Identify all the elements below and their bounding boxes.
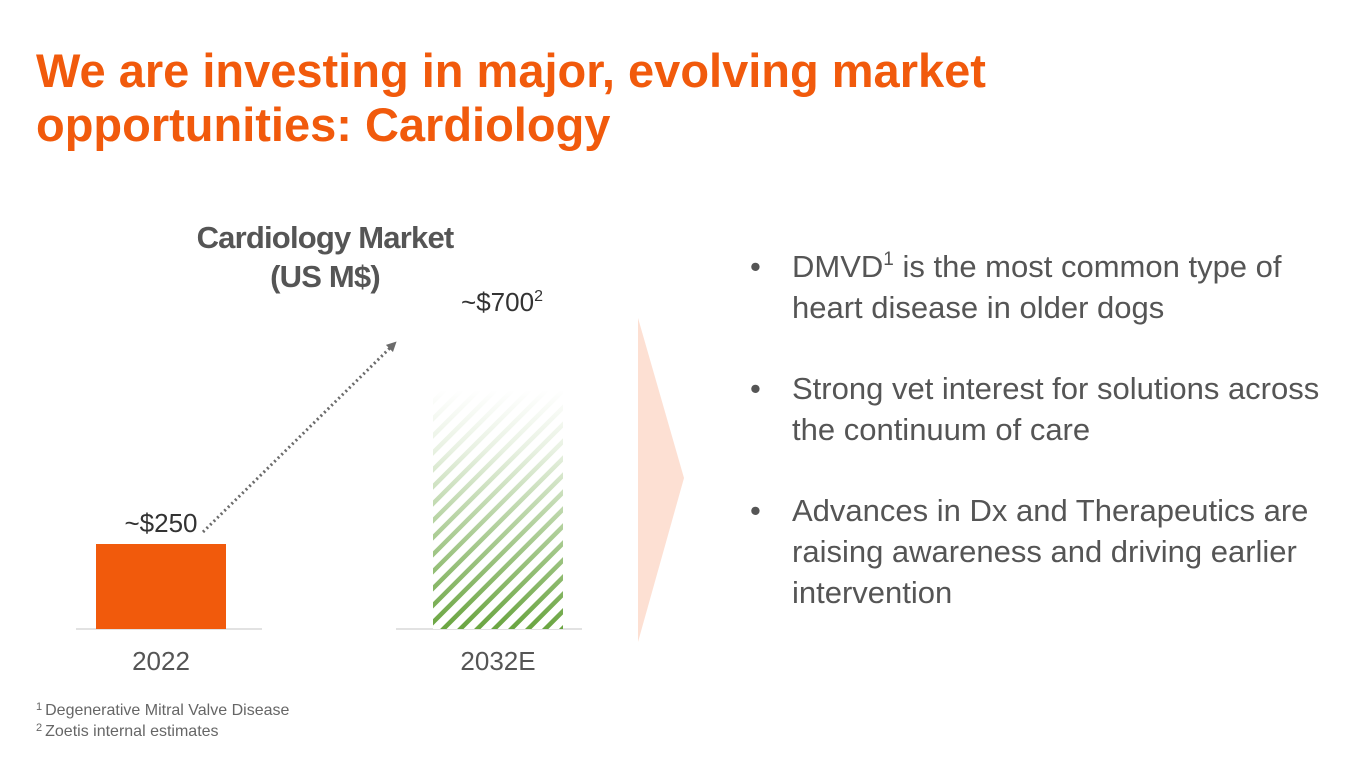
bullet-dot: • xyxy=(750,371,761,406)
footnotes: 1 Degenerative Mitral Valve Disease 2 Zoeti… xyxy=(36,700,289,742)
bullet-text: Advances in Dx and Therapeutics are rais… xyxy=(792,493,1309,610)
bullet-text-continued: is the most common type of heart disease… xyxy=(792,249,1282,325)
bullet-item: • Advances in Dx and Therapeutics are rai… xyxy=(750,490,1340,613)
chart-title: Cardiology Market (US M$) xyxy=(150,218,500,296)
slide-title-line1: We are investing in major, evolving mark… xyxy=(36,44,986,97)
slide-title: We are investing in major, evolving mark… xyxy=(36,44,1236,152)
chart-title-line2: (US M$) xyxy=(270,259,381,294)
bar-2022 xyxy=(96,544,226,629)
footnote-marker: 1 xyxy=(36,701,43,713)
bullet-footnote-ref: 1 xyxy=(883,249,894,270)
category-label-2032E: 2032E xyxy=(460,646,535,676)
data-label-2022: ~$250 xyxy=(124,508,197,538)
footnote-marker: 2 xyxy=(36,722,43,734)
footnote-text: Degenerative Mitral Valve Disease xyxy=(45,702,290,719)
bullet-text: DMVD xyxy=(792,249,884,284)
data-label-2032E: ~$7002 xyxy=(461,287,543,317)
footnote-text: Zoetis internal estimates xyxy=(45,723,219,740)
bullet-dot: • xyxy=(750,493,761,528)
bar-2032E-fade xyxy=(432,390,564,629)
slide-title-line2: opportunities: Cardiology xyxy=(36,98,611,151)
trend-arrow xyxy=(201,341,397,534)
bullet-text: Strong vet interest for solutions across… xyxy=(792,371,1320,447)
bullet-item: • Strong vet interest for solutions acros… xyxy=(750,368,1340,450)
bullet-dot: • xyxy=(750,249,761,284)
transition-chevron xyxy=(638,318,684,642)
chart-title-line1: Cardiology Market xyxy=(196,220,455,255)
footnote-1: 1 Degenerative Mitral Valve Disease xyxy=(36,700,289,721)
footnote-2: 2 Zoetis internal estimates xyxy=(36,721,289,742)
bullet-item: • DMVD1 is the most common type of heart … xyxy=(750,246,1340,328)
category-label-2022: 2022 xyxy=(132,646,190,676)
bullet-list: • DMVD1 is the most common type of heart … xyxy=(750,246,1340,653)
